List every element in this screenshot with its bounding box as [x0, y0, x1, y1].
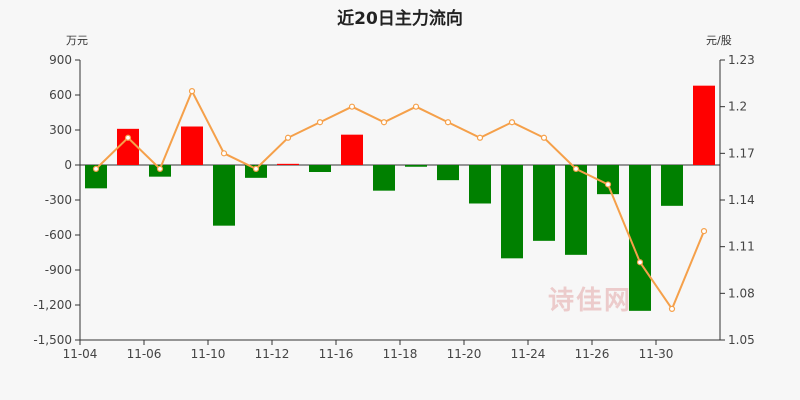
flow-bar	[629, 165, 651, 311]
right-tick-label: 1.23	[728, 53, 755, 67]
chart-title: 近20日主力流向	[337, 9, 463, 29]
flow-bar	[437, 165, 459, 181]
left-tick-label: -900	[45, 263, 72, 277]
price-point	[380, 119, 388, 126]
price-point	[124, 134, 132, 141]
price-point	[444, 119, 452, 126]
flow-bar	[181, 126, 203, 165]
price-point	[572, 165, 580, 172]
flow-bar	[565, 165, 587, 255]
x-tick-label: 11-10	[191, 347, 226, 361]
left-tick-label: 300	[49, 123, 72, 137]
flow-bar	[501, 165, 523, 259]
x-tick-label: 11-20	[447, 347, 482, 361]
price-line	[92, 88, 708, 312]
price-point	[316, 119, 324, 126]
price-point	[540, 134, 548, 141]
right-tick-label: 1.05	[728, 333, 755, 347]
flow-bar	[661, 165, 683, 206]
price-point	[348, 103, 356, 110]
x-tick-label: 11-06	[127, 347, 162, 361]
flow-bar	[469, 165, 491, 204]
x-tick-label: 11-26	[575, 347, 610, 361]
right-tick-label: 1.2	[728, 100, 747, 114]
price-point	[476, 134, 484, 141]
price-point	[700, 228, 708, 235]
right-axis-unit: 元/股	[706, 34, 732, 47]
x-tick-label: 11-12	[255, 347, 290, 361]
price-point	[604, 181, 612, 188]
bars	[85, 85, 715, 311]
flow-bar	[277, 163, 299, 165]
price-point	[668, 305, 676, 312]
price-point	[636, 259, 644, 266]
price-point	[92, 165, 100, 172]
flow-bar	[373, 165, 395, 191]
price-point	[188, 88, 196, 95]
x-tick-label: 11-24	[511, 347, 546, 361]
flow-bar	[341, 134, 363, 165]
flow-bar	[117, 128, 139, 165]
price-point	[508, 119, 516, 126]
right-tick-label: 1.17	[728, 146, 755, 160]
left-tick-label: -1,200	[33, 298, 72, 312]
left-tick-label: 900	[49, 53, 72, 67]
right-tick-label: 1.08	[728, 286, 755, 300]
flow-bar	[213, 165, 235, 226]
left-tick-label: 600	[49, 88, 72, 102]
price-point	[284, 134, 292, 141]
flow-bar	[533, 165, 555, 241]
x-tick-label: 11-16	[319, 347, 354, 361]
flow-bar	[85, 165, 107, 189]
x-tick-label: 11-18	[383, 347, 418, 361]
right-tick-label: 1.14	[728, 193, 755, 207]
right-tick-label: 1.11	[728, 240, 755, 254]
flow-bar	[405, 165, 427, 167]
price-point	[252, 165, 260, 172]
price-point	[156, 165, 164, 172]
price-polyline	[95, 88, 705, 311]
left-tick-label: -1,500	[33, 333, 72, 347]
left-tick-label: -300	[45, 193, 72, 207]
x-tick-label: 11-04	[63, 347, 98, 361]
price-point	[412, 103, 420, 110]
x-tick-label: 11-30	[639, 347, 674, 361]
flow-bar	[309, 165, 331, 172]
left-axis-unit: 万元	[66, 34, 88, 47]
axes: 900 600 300 0 -300 -600 -900 -1,200 -1,500 1.23 1.…	[33, 53, 754, 361]
left-tick-label: 0	[64, 158, 72, 172]
flow-bar	[597, 165, 619, 195]
watermark: 诗佳网	[548, 286, 633, 316]
price-point	[220, 150, 228, 157]
left-tick-label: -600	[45, 228, 72, 242]
flow-bar	[693, 85, 715, 165]
